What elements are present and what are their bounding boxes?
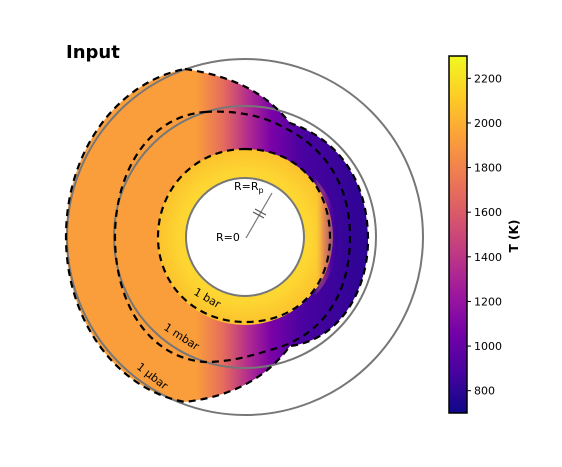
surface-radius-label: R=Rp (234, 180, 264, 195)
colorbar-tick-label: 1600 (474, 206, 502, 219)
isobar-1-mbar (113, 110, 352, 364)
colorbar-tick-label: 1400 (474, 251, 502, 264)
colorbar-tick-label: 2200 (474, 72, 502, 85)
colorbar-ticks: 2200 2000 1800 1600 1400 1200 1000 800 (467, 72, 502, 398)
axis-break-mark-2 (254, 208, 267, 216)
colorbar-tick-label: 1200 (474, 295, 502, 308)
planet-interior (186, 178, 304, 296)
colorbar-tick-label: 1800 (474, 162, 502, 175)
axis-break-mark-1 (252, 211, 265, 219)
colorbar-tick-label: 2000 (474, 117, 502, 130)
colorbar-tick-label: 800 (474, 385, 495, 398)
reference-circle-planet (185, 177, 305, 297)
colorbar-label: T (K) (507, 220, 521, 253)
center-radius-label: R=0 (216, 231, 240, 244)
isobar-1-microbar (64, 67, 370, 404)
colorbar-tick-label: 1000 (474, 340, 502, 353)
figure-title: Input (66, 42, 120, 63)
colorbar (448, 55, 468, 414)
